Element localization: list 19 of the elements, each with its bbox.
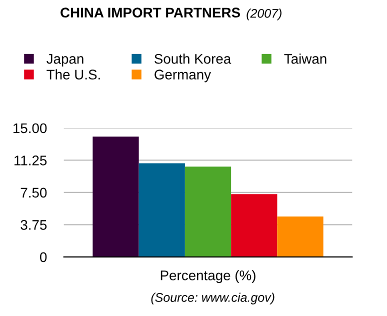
y-tick-label: 15.00 [13,123,47,134]
legend-label: The U.S. [46,69,100,80]
bar [231,194,278,257]
legend-label: Taiwan [284,54,326,64]
legend-label: South Korea [154,54,232,64]
text: (Source: www.cia.gov) [151,292,274,304]
bar [92,136,139,257]
chart-title: CHINA IMPORT PARTNERS [60,8,240,18]
y-tick-label: 7.50 [20,188,47,198]
bar [184,166,232,257]
bar [277,216,324,257]
legend-label: Japan [46,54,84,67]
y-tick-label: 3.75 [20,220,47,230]
legend-label: Germany [154,70,211,82]
y-tick-label: 11.25 [14,156,47,166]
bar [138,163,185,257]
chart-subtitle: (2007) [246,8,282,20]
y-tick-label: 0 [40,252,47,262]
x-axis-title: Percentage (%) [160,270,256,284]
